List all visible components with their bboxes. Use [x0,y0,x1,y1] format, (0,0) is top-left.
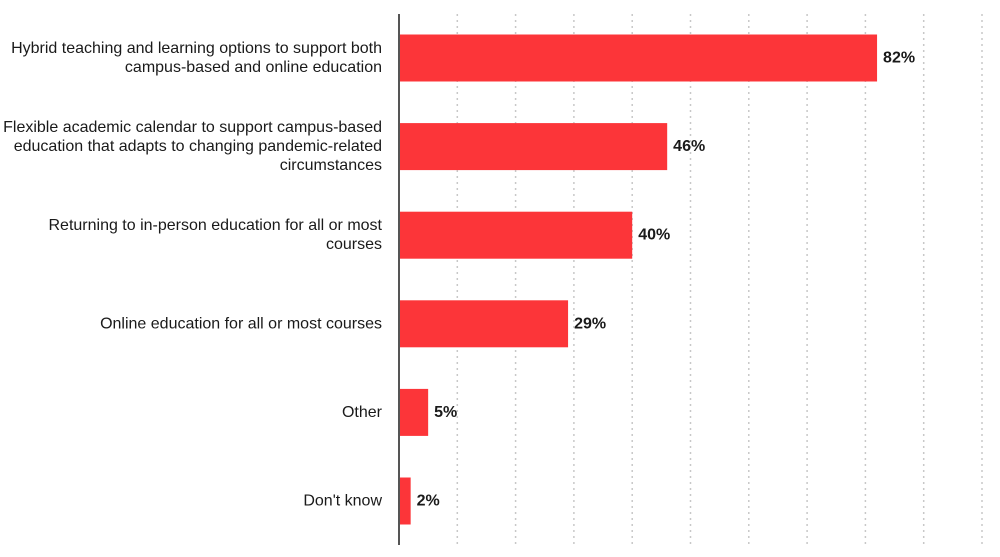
bar [399,123,668,171]
bars [399,34,878,525]
gridlines [456,14,983,545]
category-labels: Hybrid teaching and learning options to … [3,40,383,510]
data-label: 82% [883,50,915,67]
bar [399,388,429,436]
category-label: Returning to in-person education for all… [48,217,382,253]
data-label: 46% [673,138,705,155]
category-label: Don't know [303,493,382,510]
category-label: Flexible academic calendar to support ca… [3,119,382,174]
bar [399,211,633,259]
bar [399,300,569,348]
category-label: Other [342,404,383,421]
bar [399,477,411,525]
data-label: 29% [574,315,606,332]
category-label: Online education for all or most courses [100,315,382,332]
data-label: 40% [638,227,670,244]
value-labels: 82% 46% 40% 29% 5% 2% [417,50,915,510]
data-label: 2% [417,493,440,510]
bar [399,34,878,82]
category-label: Hybrid teaching and learning options to … [11,40,382,76]
data-label: 5% [434,404,457,421]
